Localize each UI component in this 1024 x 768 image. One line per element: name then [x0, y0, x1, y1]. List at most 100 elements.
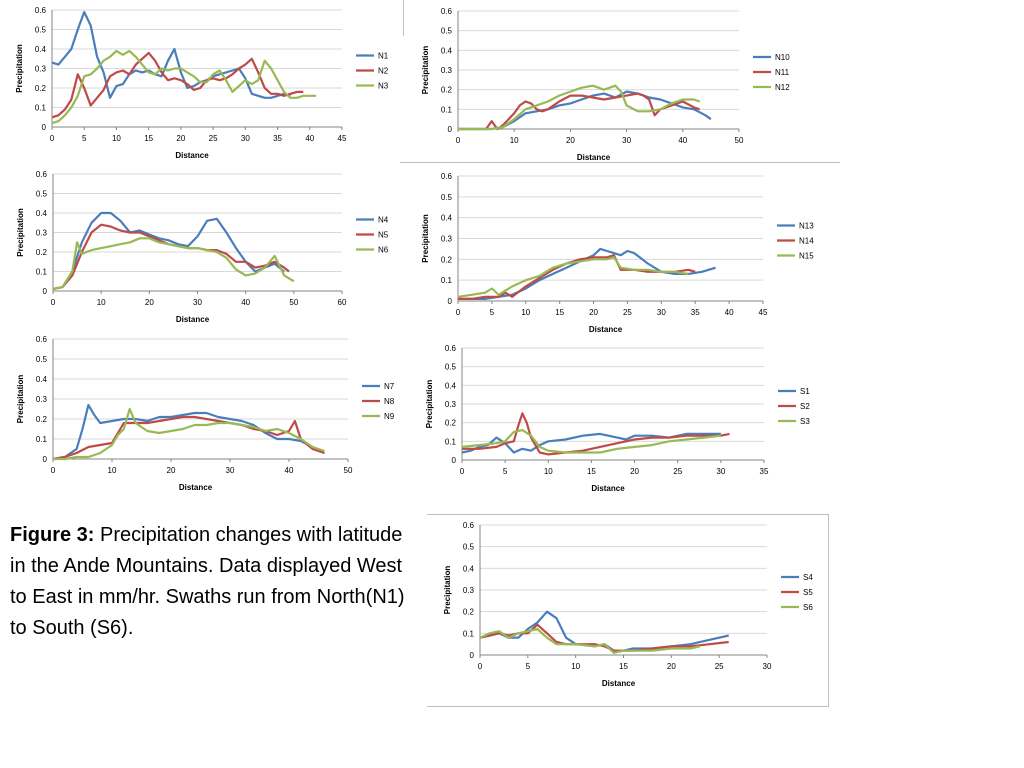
- x-tick-label: 25: [209, 134, 218, 143]
- y-tick-label: 0: [452, 456, 457, 465]
- x-tick-label: 60: [338, 298, 347, 307]
- y-tick-label: 0.1: [463, 629, 475, 638]
- chart-s4-s6-svg: 0 0.1 0.2 0.3 0.4 0.5 0.6 0 5 10 15 20 25 30 Distance P…: [443, 521, 813, 688]
- x-tick-label: 5: [526, 662, 531, 671]
- x-tick-label: 30: [226, 466, 235, 475]
- x-tick-label: 50: [344, 466, 353, 475]
- x-tick-label: 0: [456, 136, 461, 145]
- x-tick-label: 0: [456, 308, 461, 317]
- x-tick-label: 5: [490, 308, 495, 317]
- y-tick-label: 0.3: [36, 395, 48, 404]
- x-tick-label: 20: [589, 308, 598, 317]
- y-axis-title: Precipitation: [421, 46, 430, 95]
- legend-label: N11: [775, 68, 790, 77]
- y-tick-label: 0.4: [445, 381, 457, 390]
- series-line-n1: [51, 10, 291, 99]
- x-tick-label: 30: [657, 308, 666, 317]
- chart-n7-n9: 0 0.1 0.2 0.3 0.4 0.5 0.6 0 10 20 30 40 50 Distance Pr…: [0, 330, 405, 505]
- chart-n1-n3: 0 0.1 0.2 0.3 0.4 0.5 0.6 0 5 10 15 20 25 30 35 40 45 Dis…: [0, 0, 405, 165]
- y-tick-label: 0: [43, 287, 48, 296]
- legend-label: N10: [775, 53, 790, 62]
- y-tick-label: 0.6: [441, 172, 453, 181]
- x-axis-title: Distance: [591, 484, 625, 493]
- x-tick-label: 40: [725, 308, 734, 317]
- panel-divider: [400, 162, 840, 163]
- y-tick-label: 0: [448, 297, 453, 306]
- chart-s1-s3: 0 0.1 0.2 0.3 0.4 0.5 0.6 0 5 10 15 20 25 30 35 Distanc…: [405, 340, 845, 515]
- x-tick-label: 30: [763, 662, 772, 671]
- y-tick-label: 0.4: [441, 214, 453, 223]
- series-line-n8: [52, 415, 325, 461]
- series-line-s2: [462, 412, 730, 456]
- y-tick-label: 0.5: [445, 363, 457, 372]
- y-tick-label: 0.4: [441, 46, 453, 55]
- chart-n7-n9-svg: 0 0.1 0.2 0.3 0.4 0.5 0.6 0 10 20 30 40 50 Distance Pr…: [16, 335, 395, 492]
- x-tick-label: 20: [667, 662, 676, 671]
- caption-label: Figure 3:: [10, 524, 95, 546]
- legend-label: N3: [378, 82, 389, 91]
- x-tick-label: 0: [50, 134, 55, 143]
- legend-label: N5: [378, 231, 389, 240]
- y-tick-label: 0: [470, 651, 475, 660]
- x-tick-label: 50: [289, 298, 298, 307]
- chart-n10-n12-svg: 0 0.1 0.2 0.3 0.4 0.5 0.6 0 10 20 30 40 50 Distance Pr…: [421, 7, 790, 162]
- y-tick-label: 0.4: [36, 375, 48, 384]
- x-tick-label: 5: [503, 467, 508, 476]
- y-axis-title: Precipitation: [16, 375, 25, 424]
- y-tick-label: 0.1: [441, 276, 453, 285]
- y-tick-label: 0.1: [36, 268, 48, 277]
- x-tick-label: 10: [521, 308, 530, 317]
- x-tick-label: 20: [167, 466, 176, 475]
- chart-n1-n3-svg: 0 0.1 0.2 0.3 0.4 0.5 0.6 0 5 10 15 20 25 30 35 40 45 Dis…: [15, 6, 389, 160]
- x-tick-label: 10: [112, 134, 121, 143]
- x-tick-label: 30: [622, 136, 631, 145]
- legend-label: N9: [384, 412, 395, 421]
- figure-caption: Figure 3: Precipitation changes with lat…: [10, 520, 410, 644]
- x-tick-label: 0: [51, 298, 56, 307]
- y-tick-label: 0.2: [463, 608, 475, 617]
- caption-text: Precipitation changes with latitude in t…: [10, 524, 405, 639]
- series-line-n6: [52, 237, 295, 291]
- legend-label: S4: [803, 573, 813, 582]
- legend-label: S1: [800, 387, 810, 396]
- y-tick-label: 0.1: [445, 437, 457, 446]
- x-tick-label: 45: [759, 308, 768, 317]
- chart-n10-n12: 0 0.1 0.2 0.3 0.4 0.5 0.6 0 10 20 30 40 50 Distance Pr…: [405, 0, 845, 165]
- x-tick-label: 25: [623, 308, 632, 317]
- legend-label: N4: [378, 216, 389, 225]
- legend-label: N13: [799, 222, 814, 231]
- x-tick-label: 20: [145, 298, 154, 307]
- x-tick-label: 20: [566, 136, 575, 145]
- x-tick-label: 35: [273, 134, 282, 143]
- series-line-n7: [52, 403, 325, 461]
- x-tick-label: 0: [51, 466, 56, 475]
- series-line-n2: [51, 51, 304, 119]
- x-tick-label: 35: [691, 308, 700, 317]
- series-line-n10: [458, 90, 712, 131]
- x-tick-label: 40: [241, 298, 250, 307]
- y-tick-label: 0.3: [445, 400, 457, 409]
- x-tick-label: 15: [555, 308, 564, 317]
- x-axis-title: Distance: [602, 679, 636, 688]
- chart-s1-s3-svg: 0 0.1 0.2 0.3 0.4 0.5 0.6 0 5 10 15 20 25 30 35 Distanc…: [425, 344, 810, 493]
- legend-label: S6: [803, 603, 813, 612]
- series-line-s6: [479, 627, 701, 654]
- x-axis-title: Distance: [179, 483, 213, 492]
- series-line-n12: [458, 84, 701, 131]
- y-tick-label: 0.1: [35, 104, 47, 113]
- x-tick-label: 25: [673, 467, 682, 476]
- x-tick-label: 10: [544, 467, 553, 476]
- y-axis-title: Precipitation: [16, 208, 25, 257]
- series-line-n3: [51, 49, 317, 125]
- y-tick-label: 0: [43, 455, 48, 464]
- y-tick-label: 0.2: [36, 248, 48, 257]
- x-tick-label: 20: [176, 134, 185, 143]
- y-tick-label: 0.4: [463, 564, 475, 573]
- chart-n13-n15: 0 0.1 0.2 0.3 0.4 0.5 0.6 0 5 10 15 20 25 30 35 40 45 Dis…: [405, 165, 845, 340]
- x-tick-label: 30: [716, 467, 725, 476]
- y-tick-label: 0.3: [35, 65, 47, 74]
- y-tick-label: 0: [448, 125, 453, 134]
- x-tick-label: 10: [108, 466, 117, 475]
- y-axis-title: Precipitation: [425, 380, 434, 429]
- x-tick-label: 15: [619, 662, 628, 671]
